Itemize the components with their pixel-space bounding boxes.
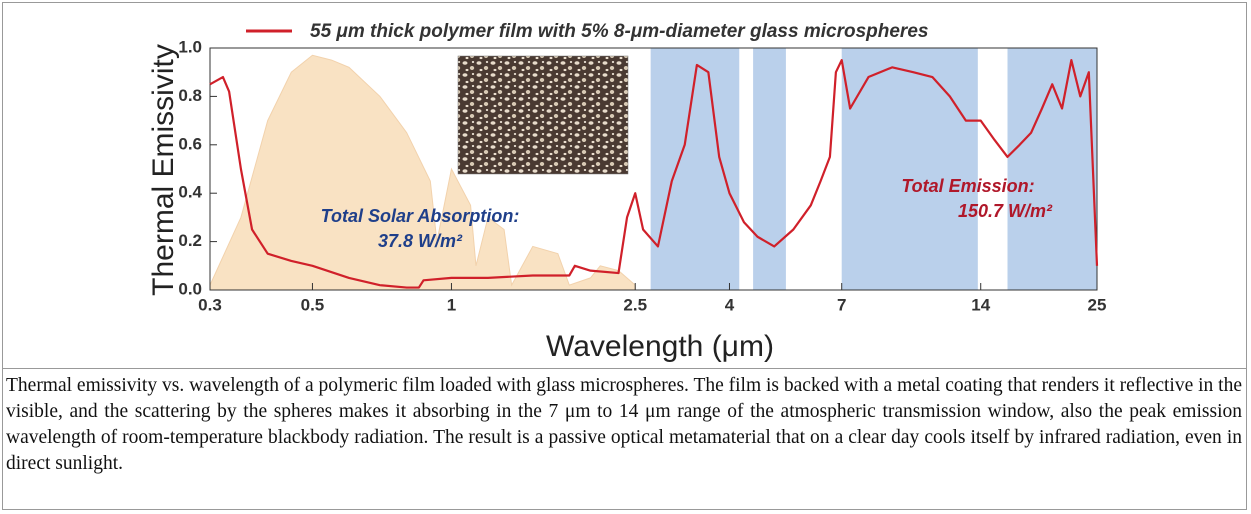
x-axis-label: Wavelength (μm) [546, 330, 774, 363]
x-tick-label: 1 [447, 295, 456, 314]
x-tick-label: 0.5 [301, 295, 325, 314]
y-tick-label: 0.8 [178, 86, 202, 105]
x-tick-label: 4 [725, 295, 735, 314]
x-tick-label: 0.3 [198, 295, 222, 314]
page: 0.00.20.40.60.81.00.30.512.5471425 55 μm… [0, 0, 1251, 514]
y-tick-label: 1.0 [178, 37, 202, 56]
annotation: 150.7 W/m² [958, 201, 1053, 221]
y-axis-label: Thermal Emissivity [147, 44, 180, 296]
caption-divider [2, 368, 1247, 369]
y-tick-label: 0.4 [178, 183, 202, 202]
legend-label: 55 μm thick polymer film with 5% 8-μm-di… [310, 21, 928, 42]
atmospheric-band [842, 48, 978, 290]
annotation: Total Solar Absorption: [321, 206, 520, 226]
annotation: 37.8 W/m² [378, 231, 463, 251]
y-tick-label: 0.6 [178, 134, 202, 153]
inset-micrograph [458, 56, 628, 174]
x-tick-label: 25 [1088, 295, 1107, 314]
y-tick-label: 0.2 [178, 231, 202, 250]
caption: Thermal emissivity vs. wavelength of a p… [6, 373, 1242, 477]
x-tick-label: 7 [837, 295, 846, 314]
atmospheric-band [753, 48, 786, 290]
x-tick-label: 2.5 [623, 295, 647, 314]
x-tick-label: 14 [971, 295, 990, 314]
annotation: Total Emission: [901, 176, 1034, 196]
